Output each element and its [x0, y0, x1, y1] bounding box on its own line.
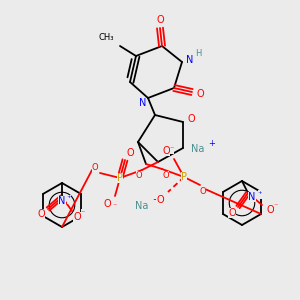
Text: O: O: [187, 114, 195, 124]
Text: O: O: [196, 89, 204, 99]
Text: Na: Na: [191, 144, 205, 154]
Text: O: O: [228, 208, 236, 218]
Text: ⁻: ⁻: [81, 208, 85, 217]
Text: +: +: [153, 196, 159, 205]
Text: O: O: [136, 170, 142, 179]
Text: ⁺: ⁺: [258, 190, 262, 199]
Text: H: H: [195, 50, 201, 58]
Text: O: O: [162, 146, 170, 156]
Text: P: P: [117, 173, 123, 183]
Text: N: N: [186, 55, 194, 65]
Text: P: P: [181, 172, 187, 182]
Text: ⁻: ⁻: [113, 202, 117, 211]
Text: O: O: [156, 195, 164, 205]
Text: O: O: [103, 199, 111, 209]
Text: O: O: [200, 187, 206, 196]
Text: O: O: [73, 212, 81, 222]
Text: N: N: [58, 196, 66, 206]
Text: O: O: [163, 170, 169, 179]
Text: O: O: [37, 209, 45, 219]
Text: ⁺: ⁺: [67, 194, 71, 203]
Text: ⁻: ⁻: [170, 145, 174, 154]
Text: CH₃: CH₃: [98, 34, 114, 43]
Text: +: +: [208, 139, 215, 148]
Text: O: O: [126, 148, 134, 158]
Text: N: N: [139, 98, 147, 108]
Text: O: O: [266, 205, 274, 215]
Text: O: O: [92, 164, 98, 172]
Text: O: O: [156, 15, 164, 25]
Text: ⁻: ⁻: [274, 202, 278, 211]
Text: N: N: [248, 192, 256, 202]
Text: Na: Na: [135, 201, 149, 211]
